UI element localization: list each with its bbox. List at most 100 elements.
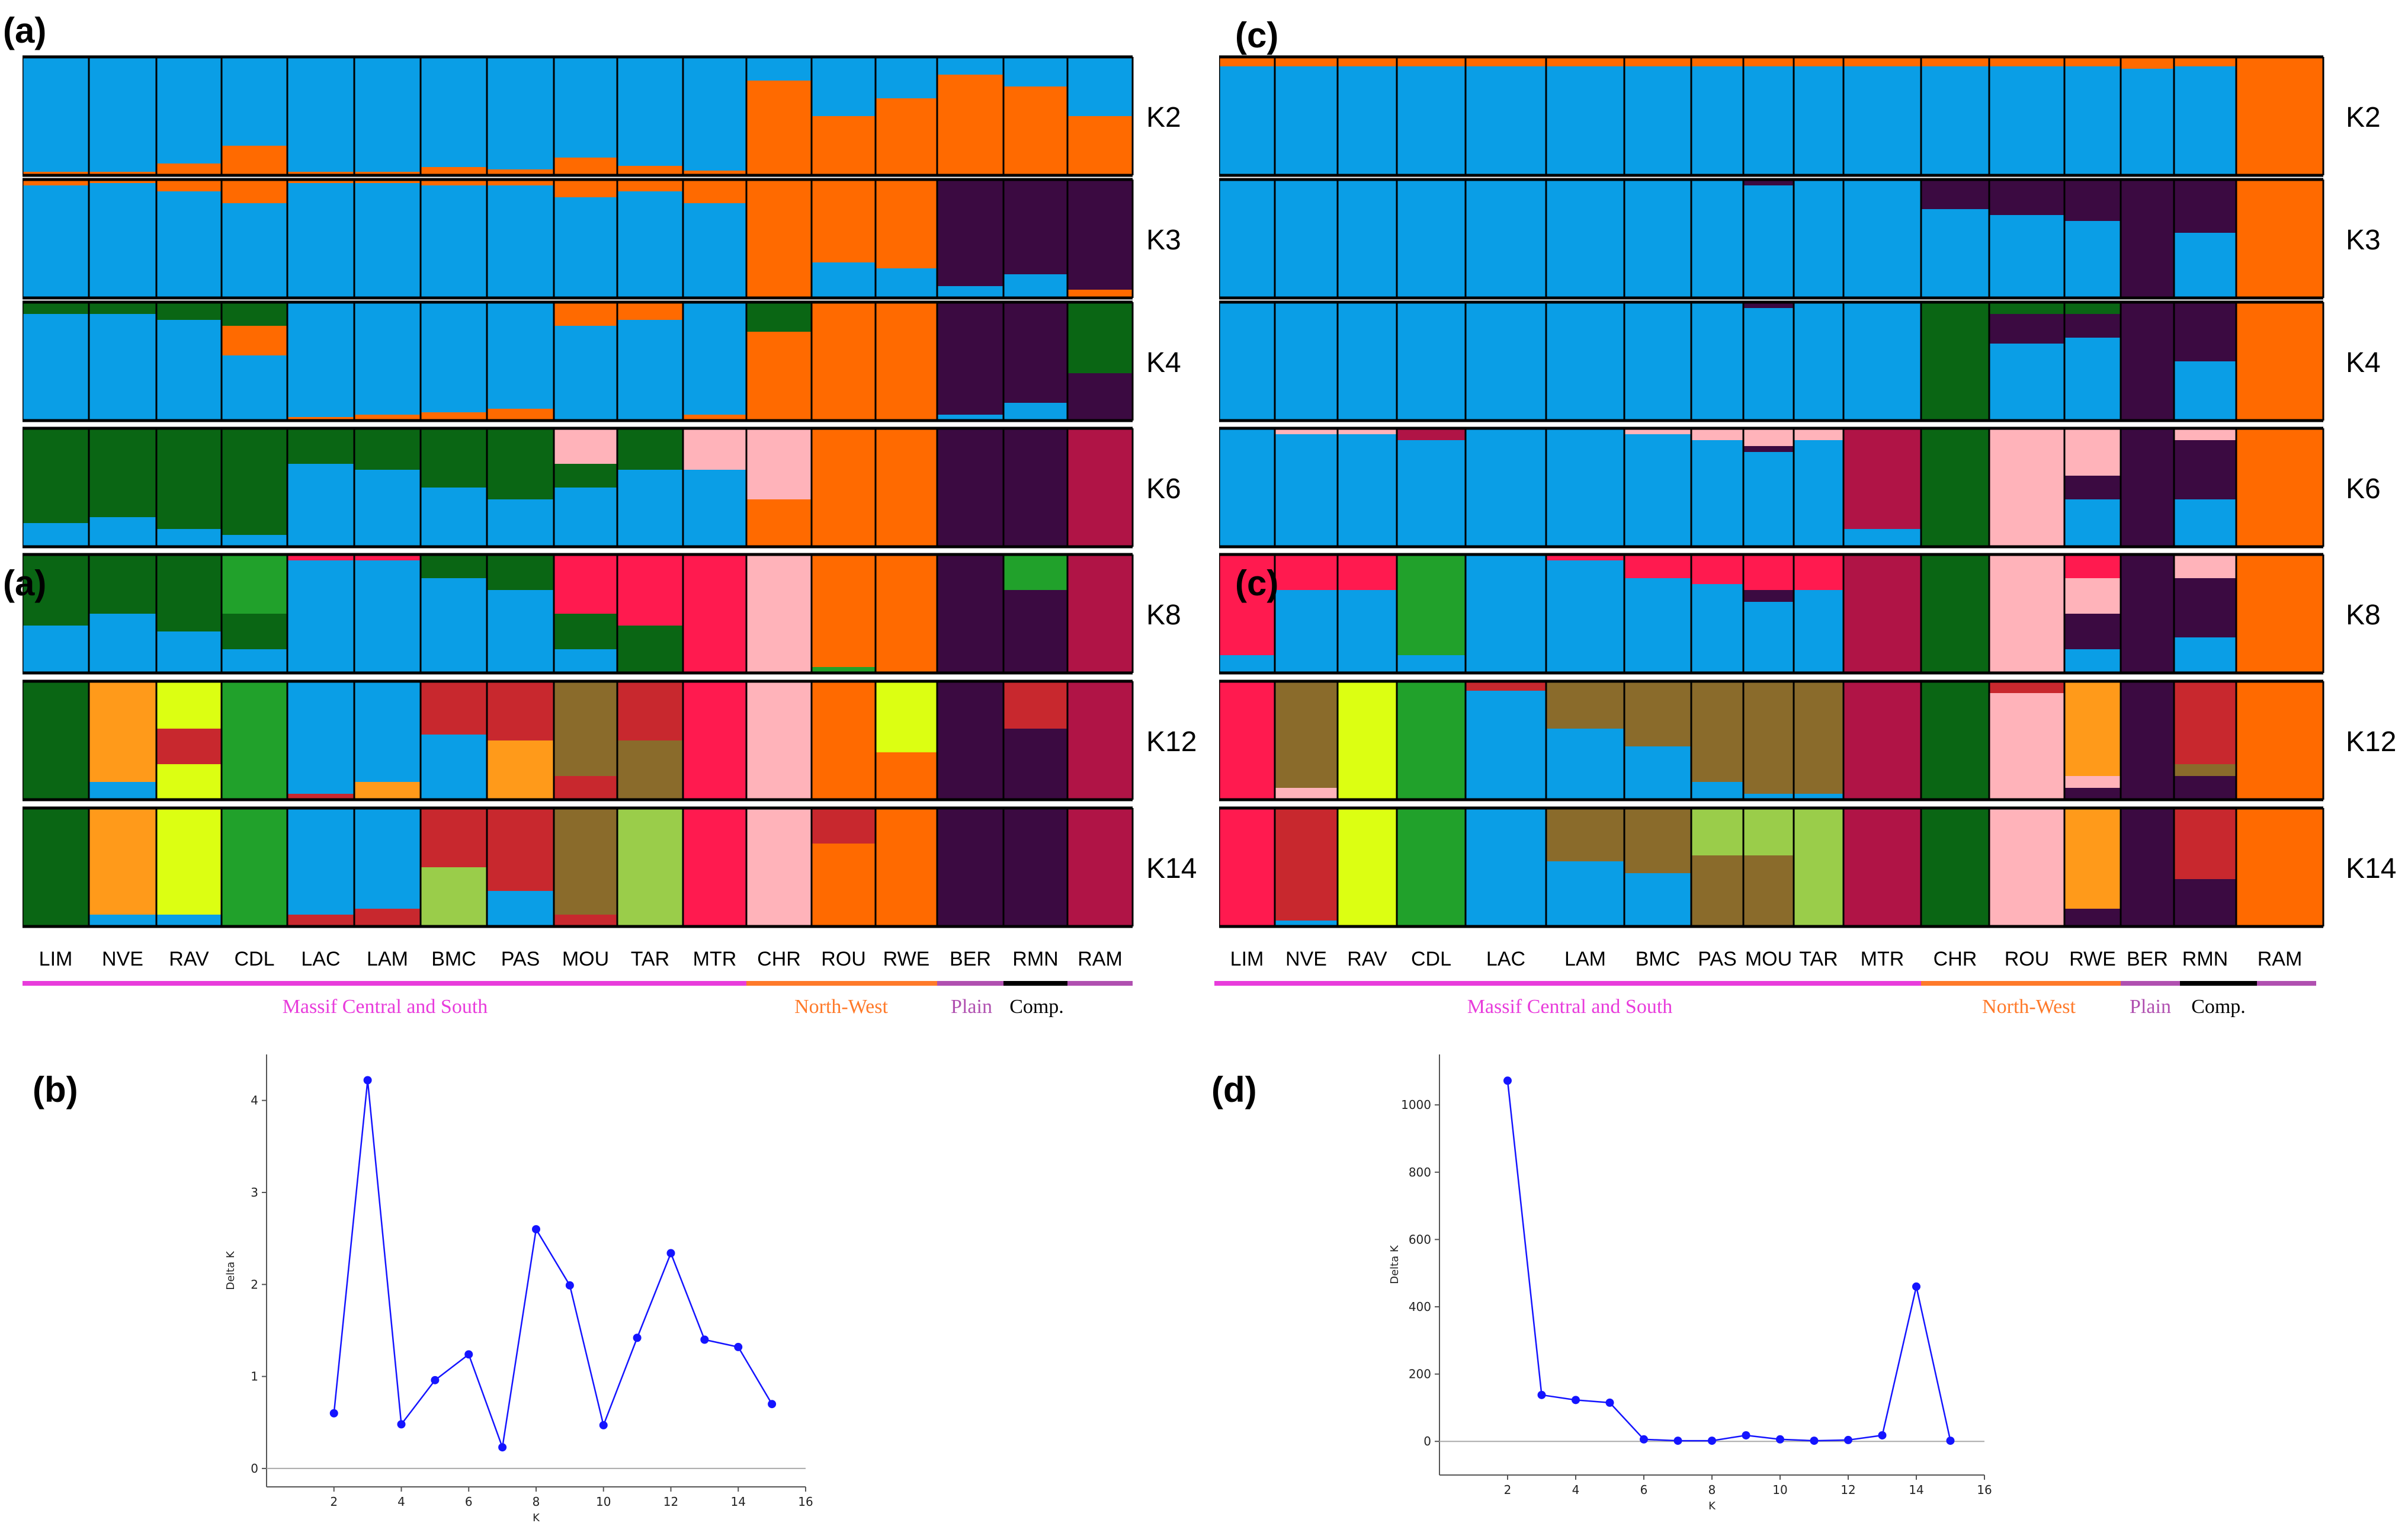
bar-K2-LIM-orange: [1220, 57, 1274, 66]
bar-K2-CDL-blue: [1397, 66, 1465, 175]
bar-K3-ROU-blue: [1990, 215, 2064, 298]
bar-K8-CDL-green: [222, 554, 287, 614]
bar-K14-NVE-morange: [89, 808, 156, 915]
bar-K3-LAM-blue: [355, 183, 420, 298]
bar-K2-RAV-blue: [157, 57, 221, 163]
bar-K4-RAM-orange: [2237, 302, 2323, 421]
bar-K6-MOU-dgreen: [554, 464, 617, 488]
x-tick-label-2: 2: [330, 1495, 338, 1509]
x-tick-label-8: 8: [533, 1495, 540, 1509]
bar-K2-ROU-orange: [1990, 57, 2064, 66]
bar-K6-PAS-blue: [488, 499, 553, 547]
bar-K3-RWE-blue: [876, 268, 937, 298]
data-point-k15: [1946, 1437, 1955, 1445]
bar-K4-RWE-dgreen: [2065, 302, 2120, 314]
bar-K12-BER-purple: [2121, 681, 2173, 800]
bar-K4-PAS-blue: [1692, 302, 1743, 421]
bar-K2-MTR-orange: [684, 171, 746, 175]
bar-K8-LAC-red: [288, 554, 354, 560]
bar-K2-CDL-orange: [1397, 57, 1465, 66]
bar-K3-BMC-orange: [421, 179, 486, 185]
data-point-k4: [1572, 1396, 1580, 1405]
bar-K2-NVE-blue: [1275, 66, 1337, 175]
bar-K2-LAC-blue: [1466, 66, 1546, 175]
x-tick-label-8: 8: [1708, 1483, 1716, 1497]
bar-K6-BER-purple: [938, 428, 1003, 547]
x-tick-label-4: 4: [397, 1495, 405, 1509]
k-label-K3: K3: [1146, 225, 1181, 256]
bar-K14-ROU-orange: [812, 844, 875, 926]
bar-K3-MTR-blue: [684, 203, 746, 298]
bar-K4-LIM-blue: [23, 314, 88, 421]
bar-K2-RAM-orange: [1068, 116, 1132, 175]
k-label-K14: K14: [2346, 853, 2396, 884]
bar-K2-RWE-orange: [2065, 57, 2120, 66]
data-point-k14: [1912, 1282, 1920, 1291]
bar-K2-BER-orange: [938, 75, 1003, 175]
panel-label-d: (d): [1211, 1070, 1257, 1110]
bar-K14-TAR-lgreen: [1794, 808, 1843, 926]
delta-k-plot-d: (d) 2 4 6 8 10 12 14 16 0 200 400 600 800 1000 K Delta …: [1211, 1054, 1992, 1512]
bar-K8-RWE-pink: [2065, 578, 2120, 614]
bar-K2-BMC-blue: [421, 57, 486, 167]
bar-K2-LIM-orange: [23, 172, 88, 175]
bar-K2-ROU-orange: [812, 116, 875, 175]
bar-K14-RAV-blue: [157, 915, 221, 926]
group-label-3: Comp.: [2191, 996, 2246, 1018]
data-point-k3: [363, 1076, 372, 1085]
population-labels-a: LIM NVE RAV CDL LAC LAM BMC PAS MOU TAR MTR CHR ROU R…: [39, 948, 1123, 970]
bar-K12-RAV-dred: [157, 729, 221, 764]
bar-K12-RWE-orange: [876, 752, 937, 800]
bar-K4-TAR-orange: [618, 302, 682, 320]
bar-K8-RMN-purple: [1004, 590, 1067, 673]
bar-K3-RAV-blue: [1338, 179, 1396, 298]
bar-K8-BMC-dgreen: [421, 554, 486, 578]
bar-K14-PAS-olive: [1692, 855, 1743, 926]
bar-K6-MTR-blue: [684, 470, 746, 547]
bar-K4-MOU-blue: [554, 326, 617, 421]
bar-K14-BMC-olive: [1625, 808, 1691, 873]
bar-K6-TAR-blue: [1794, 440, 1843, 547]
y-tick-label-200: 200: [1409, 1367, 1431, 1381]
data-point-k5: [431, 1376, 440, 1384]
bar-K12-RMN-purple: [2175, 776, 2236, 800]
bar-K14-RAV-yellow: [1338, 808, 1396, 926]
bar-K6-PAS-blue: [1692, 440, 1743, 547]
bar-K12-LAM-blue: [1547, 729, 1624, 800]
bar-K12-MOU-olive: [1744, 681, 1793, 794]
bar-K6-RAV-blue: [157, 529, 221, 547]
data-point-k2: [1503, 1076, 1512, 1085]
bar-K6-TAR-dgreen: [618, 428, 682, 470]
bar-K12-BER-purple: [938, 681, 1003, 800]
bar-K3-TAR-orange: [618, 179, 682, 191]
bar-K4-RMN-purple: [1004, 302, 1067, 403]
bar-K3-NVE-blue: [1275, 179, 1337, 298]
bar-K3-LAM-orange: [355, 179, 420, 183]
bar-K2-RAV-orange: [1338, 57, 1396, 66]
bar-K2-LAM-orange: [1547, 57, 1624, 66]
bar-K12-BMC-blue: [421, 735, 486, 800]
population-label-NVE: NVE: [1285, 948, 1327, 970]
bar-K3-RMN-blue: [2175, 233, 2236, 298]
data-point-k13: [700, 1335, 709, 1344]
data-point-k4: [397, 1420, 406, 1429]
bar-K3-PAS-orange: [488, 179, 553, 185]
bar-K6-BMC-blue: [421, 488, 486, 547]
k-labels-c: K2 K3 K4 K6 K8 K12 K14: [2346, 102, 2396, 884]
data-point-k6: [1640, 1435, 1648, 1444]
bar-K4-BMC-orange: [421, 412, 486, 421]
bar-K12-BMC-olive: [1625, 681, 1691, 746]
panel-inset-label-a: (a): [3, 563, 46, 603]
bar-K12-TAR-olive: [618, 740, 682, 800]
bar-K8-LAM-red: [355, 554, 420, 560]
population-label-RWE: RWE: [883, 948, 930, 970]
bar-K6-LAC-blue: [288, 464, 354, 547]
bar-K6-CDL-blue: [222, 535, 287, 547]
bar-K12-TAR-olive: [1794, 681, 1843, 794]
bar-K2-PAS-blue: [488, 57, 553, 169]
bar-K3-ROU-orange: [812, 179, 875, 262]
bar-K8-MOU-red: [1744, 554, 1793, 590]
bar-K14-BMC-dred: [421, 808, 486, 867]
bar-K4-MOU-orange: [554, 302, 617, 326]
